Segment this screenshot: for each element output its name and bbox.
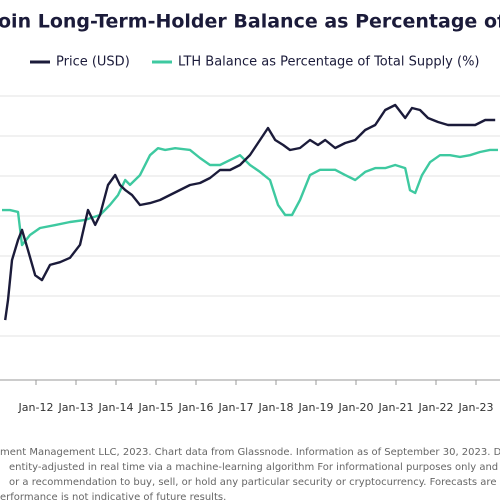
series-line [4,103,496,321]
x-tick-label: Jan-18 [258,401,294,414]
footnote: or a recommendation to buy, sell, or hol… [9,477,500,488]
x-tick-label: Jan-19 [298,401,334,414]
x-tick-label: Jan-12 [18,401,54,414]
x-tick-label: Jan-14 [98,401,134,414]
x-tick-label: Jan-16 [178,401,214,414]
x-tick-label: Jan-21 [378,401,414,414]
x-tick-label: Jan-22 [418,401,454,414]
footnote: entity-adjusted in real time via a machi… [9,462,500,473]
x-tick-label: Jan-13 [58,401,94,414]
footnote: erformance is not indicative of future r… [0,492,226,500]
chart-title: oin Long-Term-Holder Balance as Percenta… [0,11,500,33]
legend-label: LTH Balance as Percentage of Total Suppl… [178,55,480,70]
x-tick-label: Jan-17 [218,401,254,414]
plot-area: Jan-12 Jan-13 Jan-14 Jan-15 Jan-16 Jan-17 Jan-… [0,95,500,414]
series-line [2,147,498,247]
footnote: ment Management LLC, 2023. Chart data fr… [0,447,500,458]
legend-label: Price (USD) [56,55,130,70]
x-tick-label: Jan-20 [338,401,374,414]
legend: Price (USD) LTH Balance as Percentage of … [30,55,480,70]
x-tick-label: Jan-15 [138,401,174,414]
x-tick-label: Jan-23 [458,401,494,414]
